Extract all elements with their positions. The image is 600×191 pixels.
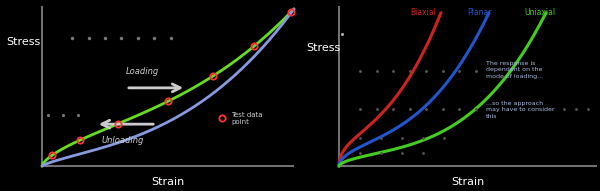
- Text: The response is
dependent on the
mode of loading...: The response is dependent on the mode of…: [486, 61, 543, 79]
- Text: Planar: Planar: [468, 8, 492, 17]
- Text: Strain: Strain: [451, 177, 485, 187]
- Text: Uniaxial: Uniaxial: [524, 8, 556, 17]
- Text: Biaxial: Biaxial: [410, 8, 436, 17]
- Text: Strain: Strain: [151, 177, 185, 187]
- Text: Stress: Stress: [306, 43, 340, 53]
- Text: Unloading: Unloading: [102, 136, 145, 145]
- Text: Stress: Stress: [6, 37, 40, 47]
- Text: ...so the approach
may have to consider
this: ...so the approach may have to consider …: [486, 101, 554, 119]
- Text: Loading: Loading: [126, 67, 159, 76]
- Text: Test data
point: Test data point: [231, 112, 263, 125]
